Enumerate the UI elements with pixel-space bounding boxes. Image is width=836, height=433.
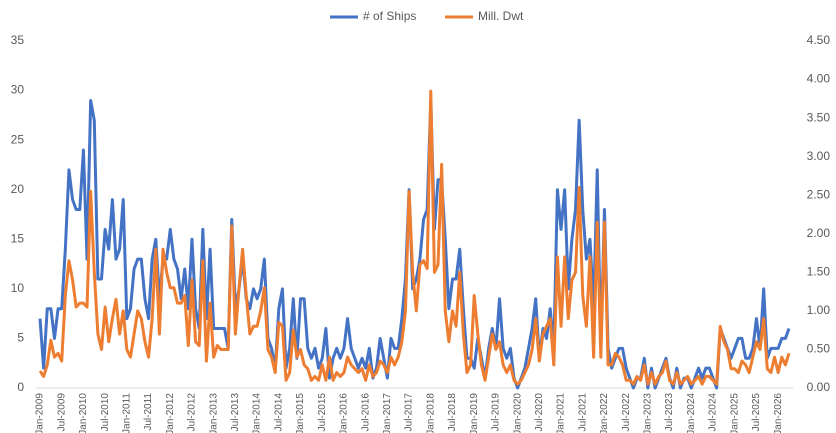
- x-tick-label: Jul-2025: [751, 393, 762, 432]
- y-tick-label: 10: [11, 281, 25, 295]
- x-tick-label: Jul-2013: [230, 393, 241, 432]
- x-tick-label: Jan-2020: [512, 393, 523, 433]
- x-tick-label: Jan-2009: [35, 393, 46, 433]
- x-tick-label: Jul-2017: [404, 393, 415, 432]
- y-tick-label: 30: [11, 83, 25, 97]
- y-tick-label: 20: [11, 182, 25, 196]
- x-tick-label: Jan-2011: [121, 393, 132, 433]
- x-tick-label: Jul-2011: [143, 393, 154, 431]
- x-tick-label: Jul-2012: [187, 393, 198, 432]
- x-tick-label: Jul-2014: [273, 393, 284, 432]
- y2-tick-label: 1.00: [807, 303, 831, 317]
- x-tick-label: Jan-2014: [252, 393, 263, 433]
- x-tick-label: Jan-2015: [295, 393, 306, 433]
- x-tick-label: Jan-2010: [78, 393, 89, 433]
- x-tick-label: Jul-2021: [577, 393, 588, 432]
- x-tick-label: Jan-2018: [425, 393, 436, 433]
- y-tick-label: 25: [11, 132, 25, 146]
- legend-label: Mill. Dwt: [478, 9, 524, 23]
- y2-tick-label: 1.50: [807, 265, 831, 279]
- x-tick-label: Jan-2021: [556, 393, 567, 433]
- x-tick-label: Jan-2023: [643, 393, 654, 433]
- x-tick-label: Jul-2016: [360, 393, 371, 432]
- x-tick-label: Jan-2026: [773, 393, 784, 433]
- y-tick-label: 15: [11, 231, 25, 245]
- y2-tick-label: 4.50: [807, 33, 831, 47]
- series-line: [38, 98, 791, 390]
- y2-tick-label: 2.50: [807, 187, 831, 201]
- x-tick-label: Jan-2017: [382, 393, 393, 433]
- x-tick-label: Jul-2024: [708, 393, 719, 432]
- y2-tick-label: 4.00: [807, 72, 831, 86]
- x-tick-label: Jan-2022: [599, 393, 610, 433]
- y-tick-label: 5: [17, 331, 24, 345]
- x-tick-label: Jul-2023: [664, 393, 675, 432]
- y-tick-label: 0: [17, 380, 24, 394]
- x-tick-label: Jan-2012: [165, 393, 176, 433]
- x-tick-label: Jan-2019: [469, 393, 480, 433]
- x-tick-label: Jul-2018: [447, 393, 458, 432]
- x-tick-label: Jan-2025: [729, 393, 740, 433]
- x-tick-label: Jul-2022: [621, 393, 632, 432]
- x-tick-label: Jul-2015: [317, 393, 328, 432]
- y2-tick-label: 0.50: [807, 342, 831, 356]
- y2-tick-label: 3.50: [807, 110, 831, 124]
- x-tick-label: Jul-2020: [534, 393, 545, 432]
- y2-tick-label: 0.00: [807, 380, 831, 394]
- x-tick-label: Jan-2016: [339, 393, 350, 433]
- legend-label: # of Ships: [363, 9, 416, 23]
- y2-tick-label: 2.00: [807, 226, 831, 240]
- x-tick-label: Jul-2010: [100, 393, 111, 432]
- x-tick-label: Jul-2019: [491, 393, 502, 432]
- y-tick-label: 35: [11, 33, 25, 47]
- x-tick-label: Jul-2009: [56, 393, 67, 432]
- y2-tick-label: 3.00: [807, 149, 831, 163]
- x-tick-label: Jan-2024: [686, 393, 697, 433]
- x-tick-label: Jan-2013: [208, 393, 219, 433]
- series-line: [38, 89, 791, 386]
